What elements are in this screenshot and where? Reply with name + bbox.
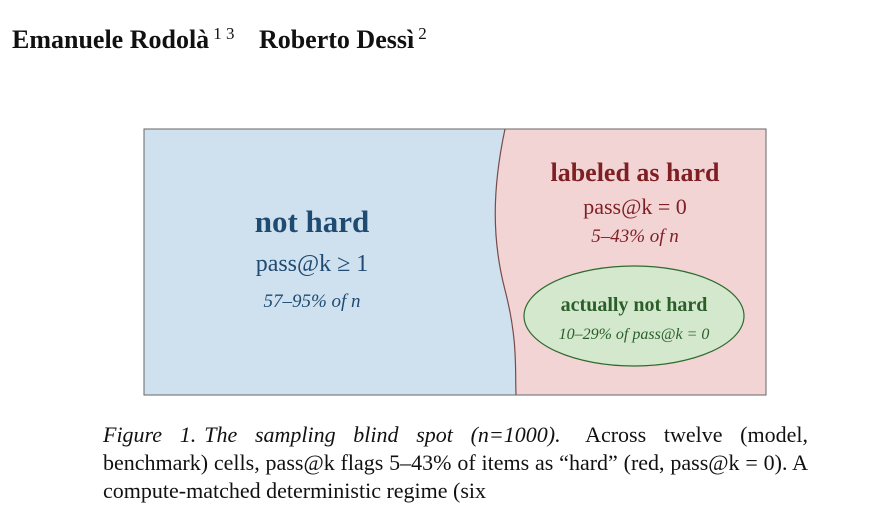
not-hard-region (144, 129, 516, 395)
author: Roberto Dessì 2 (258, 24, 427, 54)
region-title: labeled as hard (550, 158, 720, 187)
figure: not hard pass@k ≥ 1 57–95% of n labeled … (143, 128, 767, 396)
authors: Emanuele Rodolà 1 3 Roberto Dessì 2 (12, 24, 445, 55)
author: Emanuele Rodolà 1 3 (12, 24, 235, 54)
region-metric: pass@k ≥ 1 (256, 251, 369, 277)
author-name: Roberto Dessì (258, 25, 415, 54)
author-name: Emanuele Rodolà (12, 25, 210, 54)
frame (143, 128, 767, 396)
region-title: not hard (255, 204, 370, 239)
inner-region (523, 265, 745, 367)
region-metric: pass@k = 0 (583, 194, 687, 219)
region-title: actually not hard (561, 294, 708, 316)
region-share: 57–95% of n (263, 291, 360, 312)
caption-text: Across twelve (model, benchmark) cells, … (103, 422, 808, 503)
caption-label: Figure 1. (103, 422, 197, 447)
boundary (494, 128, 517, 396)
affiliation: 2 (418, 24, 427, 43)
affiliation: 1 3 (213, 24, 235, 43)
caption: Figure 1. The sampling blind spot (n=1000… (103, 421, 808, 505)
region-share: 5–43% of n (591, 226, 679, 247)
caption-title: The sampling blind spot (n=1000). (204, 422, 561, 447)
region-share: 10–29% of pass@k = 0 (559, 326, 710, 343)
